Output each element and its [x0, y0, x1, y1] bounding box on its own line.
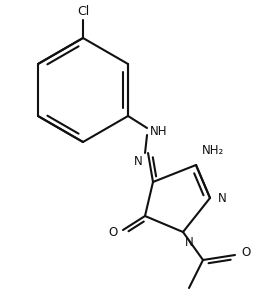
Text: Cl: Cl — [77, 5, 89, 18]
Text: O: O — [241, 247, 250, 259]
Text: O: O — [109, 226, 118, 240]
Text: NH₂: NH₂ — [202, 144, 224, 157]
Text: N: N — [218, 192, 227, 204]
Text: N: N — [185, 236, 194, 249]
Text: NH: NH — [150, 125, 167, 137]
Text: N: N — [134, 155, 143, 168]
